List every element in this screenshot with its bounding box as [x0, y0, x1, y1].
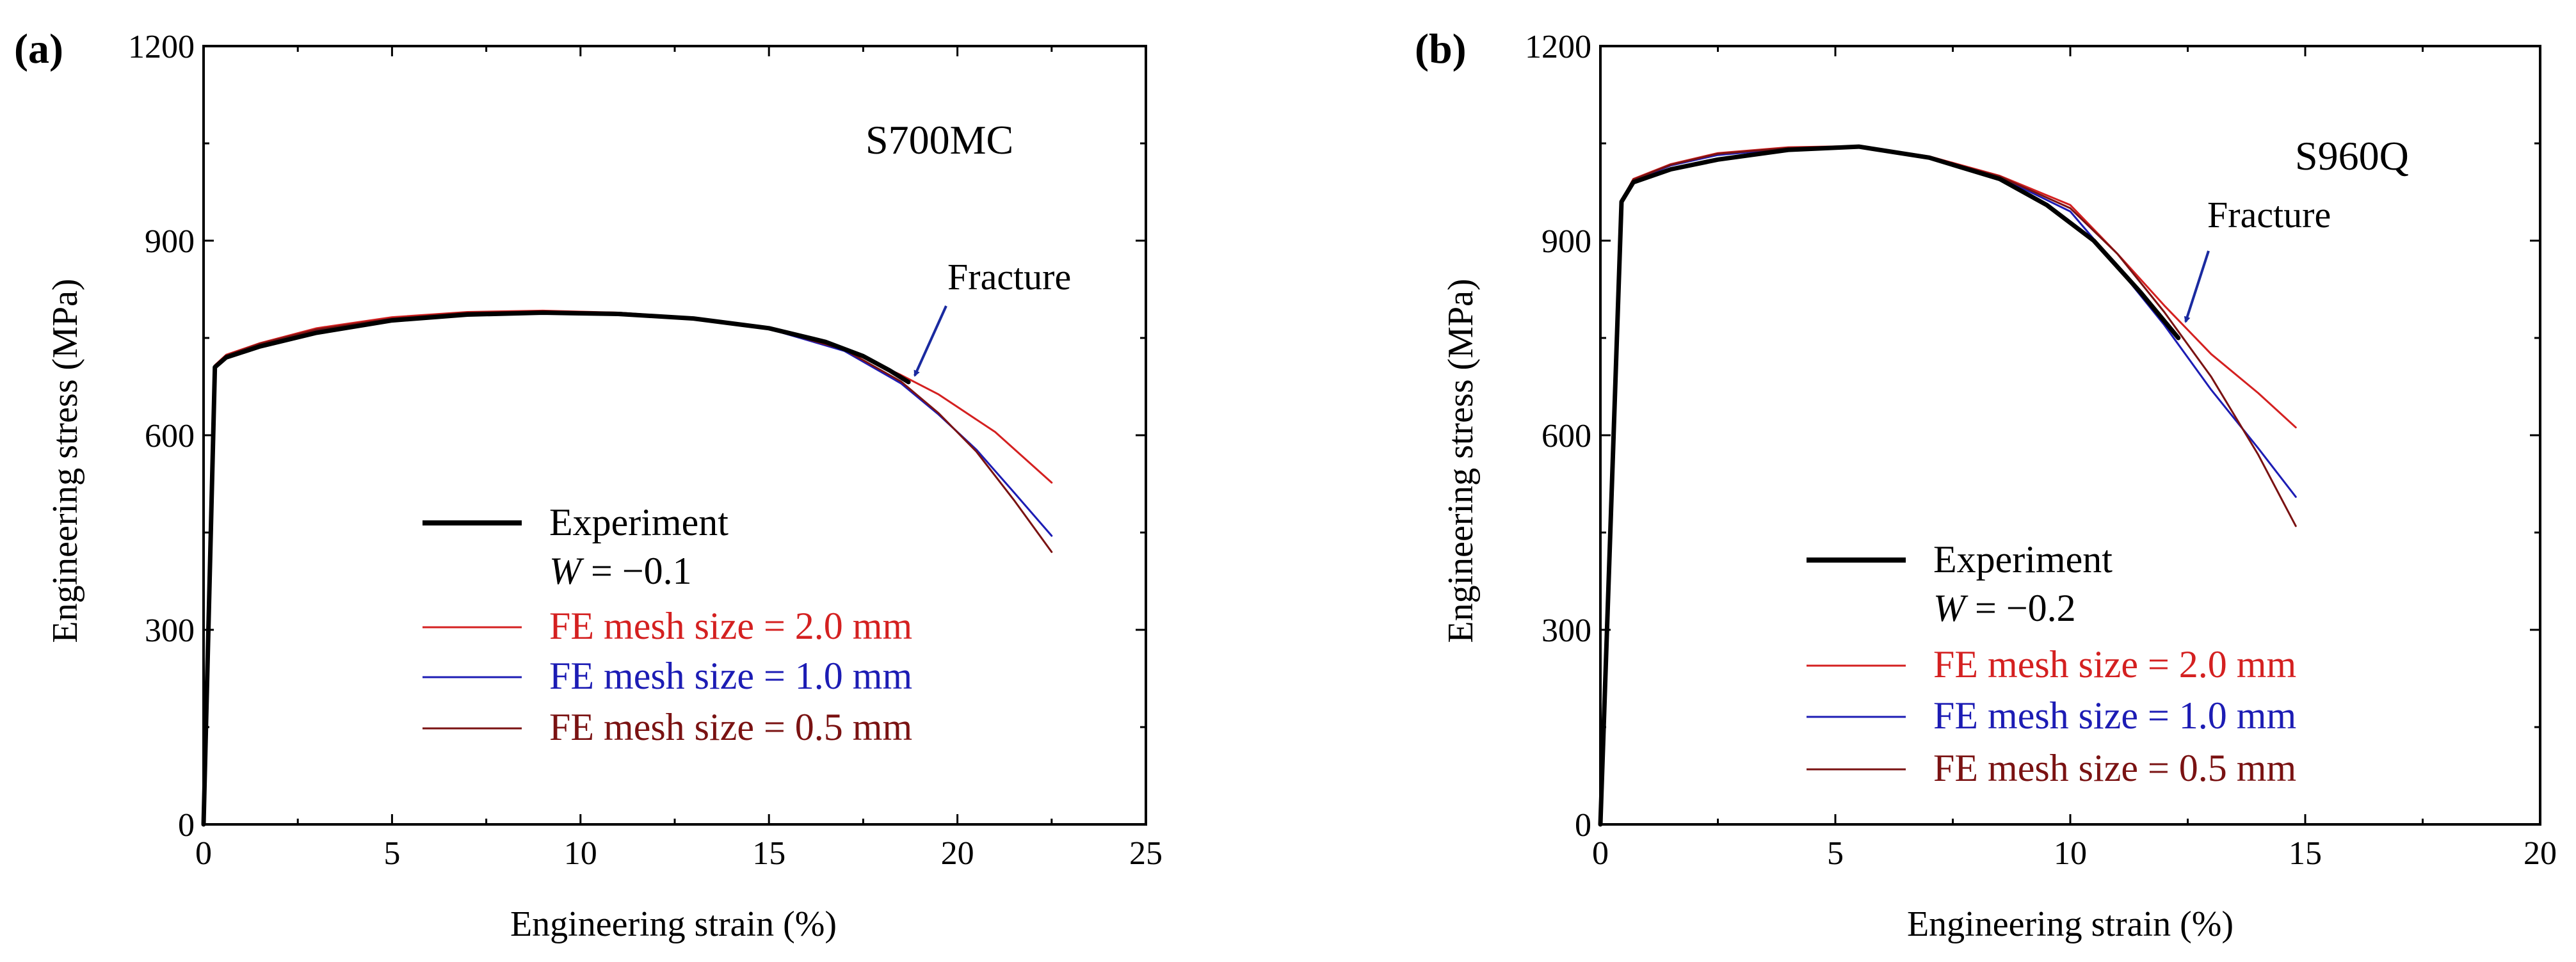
panel-label-a: (a) — [14, 26, 63, 72]
legend-label-experiment-a: Experiment — [549, 501, 729, 543]
x-axis-title-b: Engineering strain (%) — [1907, 904, 2234, 944]
legend-b: Experiment W = −0.2 FE mesh size = 2.0 m… — [1807, 538, 2296, 789]
x-tick-label: 5 — [1827, 835, 1844, 872]
fracture-annotation-b: Fracture — [2207, 194, 2331, 236]
legend-label-mesh-05-b: FE mesh size = 0.5 mm — [1933, 747, 2296, 789]
legend-label-mesh-1-a: FE mesh size = 1.0 mm — [549, 655, 912, 697]
chart-panel-b: (b) 0 5 10 15 20 0 300 600 900 1200 Engineering s… — [1415, 26, 2557, 944]
series-line-experiment-b — [1598, 144, 2181, 827]
x-tick-label: 0 — [1592, 835, 1609, 872]
y-tick-label: 0 — [178, 807, 195, 844]
x-tick-label: 10 — [564, 835, 597, 872]
y-tick-label: 600 — [145, 418, 195, 454]
y-tick-label: 0 — [1575, 807, 1591, 844]
legend-label-mesh-1-b: FE mesh size = 1.0 mm — [1933, 694, 2296, 737]
x-tick-label: 20 — [2524, 835, 2557, 872]
y-axis-title-b: Engineering stress (MPa) — [1441, 278, 1481, 643]
y-tick-label: 300 — [1542, 613, 1591, 649]
legend-w-value-b: W = −0.2 — [1933, 587, 2076, 629]
x-tick-label: 0 — [195, 835, 212, 872]
legend-a: Experiment W = −0.1 FE mesh size = 2.0 m… — [423, 501, 912, 748]
material-label-a: S700MC — [865, 117, 1013, 163]
fracture-arrow-a — [914, 305, 947, 377]
legend-w-value-a: W = −0.1 — [549, 550, 692, 592]
panel-label-b: (b) — [1415, 26, 1467, 72]
x-tick-label: 10 — [2054, 835, 2087, 872]
y-tick-label: 900 — [1542, 223, 1591, 260]
legend-label-mesh-2-b: FE mesh size = 2.0 mm — [1933, 643, 2296, 685]
chart-panel-a: (a) 0 5 10 15 20 25 0 300 600 900 1200 Engineering… — [14, 26, 1163, 944]
fracture-arrow-b — [2184, 250, 2210, 323]
fracture-annotation-a: Fracture — [947, 256, 1071, 298]
x-tick-label: 15 — [2289, 835, 2322, 872]
x-tick-label: 5 — [383, 835, 400, 872]
y-tick-label: 600 — [1542, 418, 1591, 454]
y-tick-label: 1200 — [1525, 29, 1591, 65]
y-tick-label: 1200 — [128, 29, 195, 65]
x-tick-label: 20 — [941, 835, 974, 872]
legend-label-experiment-b: Experiment — [1933, 538, 2113, 581]
legend-label-mesh-2-a: FE mesh size = 2.0 mm — [549, 605, 912, 647]
x-tick-label: 15 — [752, 835, 785, 872]
series-line-experiment-a — [201, 310, 911, 827]
x-tick-label: 25 — [1129, 835, 1163, 872]
y-tick-label: 900 — [145, 223, 195, 260]
legend-label-mesh-05-a: FE mesh size = 0.5 mm — [549, 706, 912, 748]
y-axis-title-a: Engineering stress (MPa) — [45, 278, 85, 643]
material-label-b: S960Q — [2295, 133, 2409, 179]
x-axis-title-a: Engineering strain (%) — [510, 904, 837, 944]
y-tick-label: 300 — [145, 613, 195, 649]
